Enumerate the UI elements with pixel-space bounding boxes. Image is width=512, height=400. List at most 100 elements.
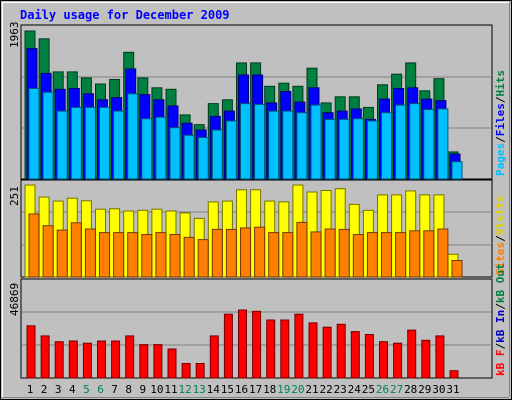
bar-pages-day-15	[225, 120, 237, 180]
bar-sites-day-21	[310, 231, 322, 278]
chart-title: Daily usage for December 2009	[20, 8, 230, 22]
day-label-27: 27	[390, 383, 403, 396]
bar-sites-day-20	[296, 221, 308, 278]
hits-legend: Pages/Files/Hits	[494, 70, 507, 176]
bar-pages-day-16	[240, 103, 251, 180]
bar-sites-day-17	[254, 226, 266, 278]
bar-sites-day-14	[211, 228, 223, 278]
legend-part-legend-bot-2: kB In	[494, 310, 507, 343]
bar-pages-day-9	[141, 118, 153, 180]
panel-hits-files-pages: 1963 Pages/Files/Hits	[8, 22, 507, 180]
bar-kb-f-day-16	[238, 309, 247, 379]
legend-part-legend-bot-0: kB F	[494, 350, 507, 377]
day-label-10: 10	[150, 383, 163, 396]
bar-kb-f-day-29	[421, 339, 431, 379]
day-label-5: 5	[83, 383, 90, 396]
day-label-30: 30	[432, 383, 445, 396]
day-label-13: 13	[193, 383, 206, 396]
bar-sites-day-3	[56, 229, 68, 278]
bar-kb-f-day-6	[97, 340, 106, 379]
sites-visits-bars	[22, 184, 491, 278]
day-label-14: 14	[207, 383, 221, 396]
bar-pages-day-21	[310, 104, 322, 180]
bar-pages-day-29	[423, 109, 435, 180]
legend-part-legend-top-3: /	[494, 96, 507, 103]
bar-kb-f-day-21	[308, 322, 318, 379]
bar-pages-day-22	[324, 118, 336, 180]
bar-sites-day-9	[141, 234, 153, 278]
bar-kb-f-day-3	[54, 341, 64, 379]
bar-kb-f-day-15	[223, 313, 233, 379]
bar-pages-day-23	[338, 118, 350, 180]
day-label-31: 31	[446, 383, 459, 396]
day-label-9: 9	[139, 383, 146, 396]
day-label-17: 17	[249, 383, 262, 396]
bar-sites-day-5	[84, 228, 96, 278]
bar-kb-f-day-8	[125, 335, 135, 379]
bar-sites-day-28	[409, 230, 421, 278]
bar-pages-day-30	[437, 108, 449, 180]
bar-sites-day-1	[28, 213, 40, 278]
day-label-28: 28	[404, 383, 417, 396]
day-label-23: 23	[334, 383, 347, 396]
day-label-26: 26	[376, 383, 389, 396]
day-axis-labels: 1 2 3 4 5 6 7 8 9 10 11 12 13 14 15 16 17 18 19 20 21 22 23 24 2…	[27, 383, 460, 396]
day-label-29: 29	[418, 383, 431, 396]
bar-kb-f-day-10	[153, 344, 163, 379]
bar-kb-f-day-14	[209, 335, 219, 379]
bar-sites-day-8	[127, 232, 139, 278]
bar-pages-day-5	[84, 106, 96, 180]
bar-pages-day-6	[99, 106, 110, 180]
bar-sites-day-15	[225, 228, 237, 278]
day-label-20: 20	[291, 383, 304, 396]
bar-sites-day-19	[282, 232, 294, 278]
bar-kb-f-day-22	[322, 326, 332, 379]
bar-pages-day-13	[197, 137, 209, 180]
bar-kb-f-day-4	[68, 340, 78, 379]
day-label-12: 12	[178, 383, 191, 396]
day-label-19: 19	[277, 383, 290, 396]
day-label-24: 24	[348, 383, 362, 396]
bar-kb-f-day-23	[336, 323, 346, 379]
bar-sites-day-25	[366, 232, 378, 278]
bar-pages-day-3	[56, 110, 68, 180]
day-label-16: 16	[235, 383, 248, 396]
panel-kbytes: 46869 kB F/kB In/kB Out	[8, 263, 507, 379]
bar-sites-day-27	[395, 232, 407, 278]
bar-kb-f-day-25	[364, 334, 374, 379]
bar-pages-day-26	[381, 112, 392, 180]
bar-sites-day-2	[42, 225, 54, 278]
bar-kb-f-day-12	[181, 363, 191, 379]
bar-kb-f-day-31	[449, 370, 459, 379]
bar-pages-day-12	[183, 134, 195, 180]
day-label-11: 11	[164, 383, 177, 396]
bar-sites-day-13	[197, 239, 209, 278]
bar-kb-f-day-24	[350, 331, 360, 379]
bar-pages-day-17	[254, 103, 266, 180]
bar-sites-day-7	[113, 232, 125, 278]
bar-pages-day-2	[42, 91, 54, 180]
bar-pages-day-1	[28, 88, 40, 180]
bar-kb-f-day-7	[111, 340, 121, 379]
day-label-6: 6	[97, 383, 104, 396]
bar-pages-day-18	[268, 110, 280, 180]
bar-pages-day-27	[395, 104, 407, 180]
legend-part-legend-bot-4: kB Out	[494, 263, 507, 303]
bar-kb-f-day-9	[139, 344, 149, 379]
bar-sites-day-12	[183, 236, 195, 278]
bar-sites-day-30	[437, 228, 449, 278]
legend-part-legend-bot-3: /	[494, 303, 507, 310]
bar-kb-f-day-30	[435, 335, 445, 379]
day-label-4: 4	[69, 383, 76, 396]
bar-pages-day-31	[451, 161, 463, 180]
legend-part-legend-bot-1: /	[494, 343, 507, 350]
kb-legend: kB F/kB In/kB Out	[494, 263, 507, 376]
visits-ymax-label: 251	[8, 186, 21, 206]
kb-ymax-label: 46869	[8, 283, 21, 316]
bar-kb-f-day-11	[167, 348, 177, 379]
bar-sites-day-22	[324, 228, 336, 278]
kbytes-bars	[22, 309, 491, 379]
bar-kb-f-day-5	[82, 342, 92, 379]
bar-pages-day-4	[70, 106, 82, 180]
hits-files-pages-bars	[22, 30, 491, 180]
